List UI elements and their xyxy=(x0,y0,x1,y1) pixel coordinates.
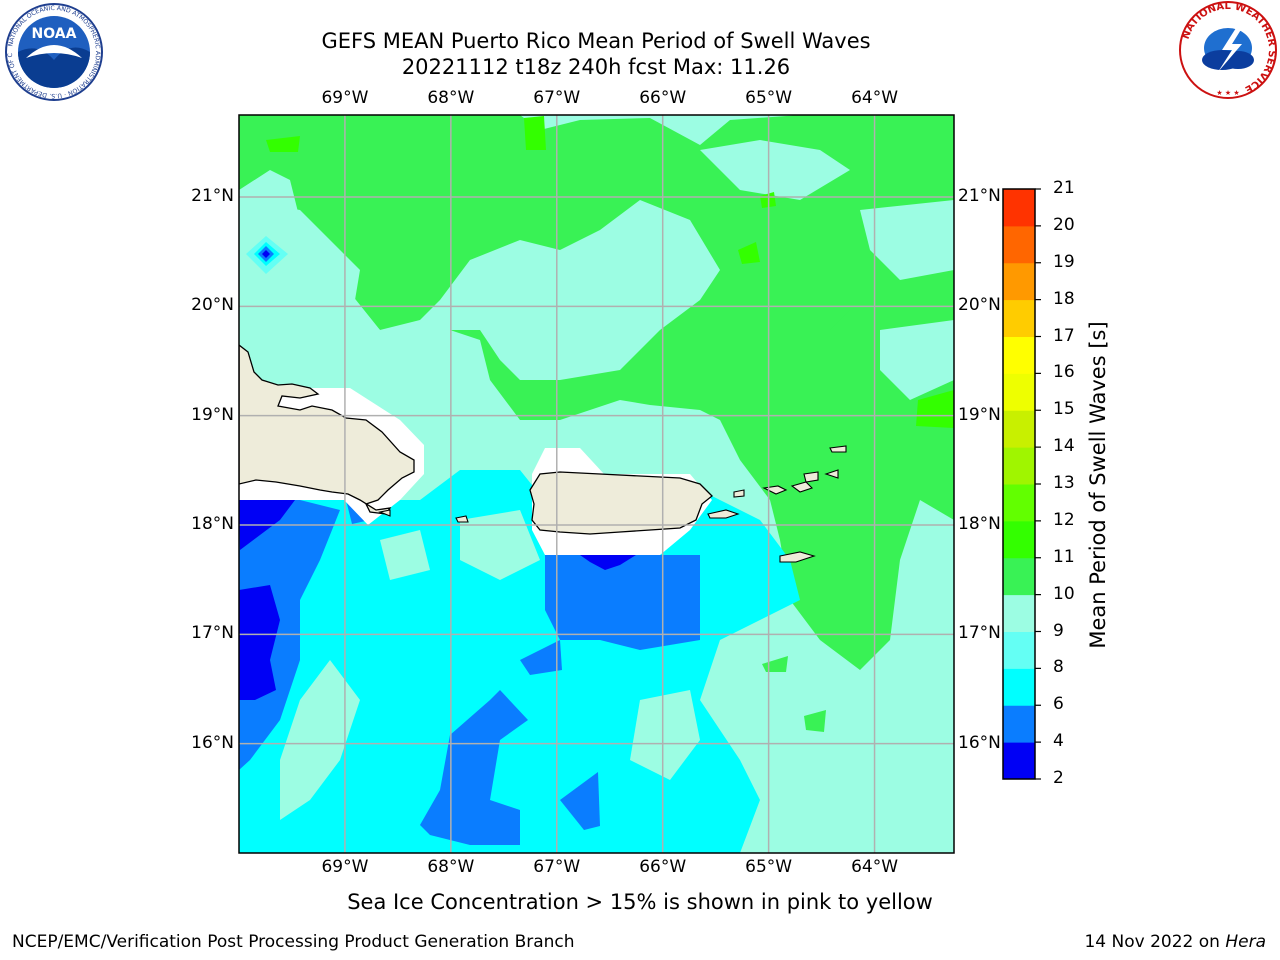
lat-label-right: 20°N xyxy=(958,295,1001,316)
colorbar-label: Mean Period of Swell Waves [s] xyxy=(1086,321,1110,649)
colorbar-tick-label: 12 xyxy=(1053,509,1075,530)
map-subtitle: 20221112 t18z 240h fcst Max: 11.26 xyxy=(401,55,791,79)
lat-label-right: 16°N xyxy=(958,732,1001,753)
colorbar-tick-label: 16 xyxy=(1053,362,1075,383)
lon-label-bottom: 65°W xyxy=(745,857,793,877)
colorbar-tick-label: 2 xyxy=(1053,768,1064,788)
lon-label-top: 66°W xyxy=(639,88,687,108)
colorbar xyxy=(1002,188,1041,780)
map-gridlines xyxy=(239,115,954,853)
colorbar-tick-label: 15 xyxy=(1053,399,1075,420)
colorbar-bin xyxy=(1003,668,1035,706)
colorbar-bin xyxy=(1003,594,1035,632)
colorbar-bin xyxy=(1003,189,1035,227)
lat-label-right: 18°N xyxy=(958,514,1001,534)
colorbar-bin xyxy=(1003,705,1035,743)
swell-field xyxy=(239,115,954,853)
colorbar-tick-label: 4 xyxy=(1053,731,1064,752)
colorbar-bin xyxy=(1003,299,1035,337)
lon-label-bottom: 66°W xyxy=(639,857,687,877)
lon-label-bottom: 64°W xyxy=(851,857,899,877)
footer-machine: Hera xyxy=(1225,932,1266,952)
lat-label-left: 18°N xyxy=(191,514,234,534)
lat-label-right: 17°N xyxy=(958,623,1001,644)
colorbar-tick-label: 11 xyxy=(1053,546,1075,567)
colorbar-tick-label: 20 xyxy=(1053,214,1075,235)
footer-date: 14 Nov 2022 on Hera xyxy=(1084,932,1266,952)
lat-label-right: 21°N xyxy=(958,186,1001,206)
colorbar-tick-label: 19 xyxy=(1053,251,1075,272)
puerto-rico-landmass xyxy=(529,471,713,535)
colorbar-tick-label: 9 xyxy=(1053,620,1064,641)
hispaniola-landmass xyxy=(239,344,415,515)
footer-branch: NCEP/EMC/Verification Post Processing Pr… xyxy=(12,932,575,952)
lon-label-bottom: 67°W xyxy=(533,857,581,877)
colorbar-bin xyxy=(1003,447,1035,485)
lat-label-right: 19°N xyxy=(958,404,1001,425)
colorbar-tick-label: 21 xyxy=(1053,178,1075,198)
colorbar-tick-label: 17 xyxy=(1053,325,1075,346)
lat-label-left: 16°N xyxy=(191,732,234,753)
lat-label-left: 20°N xyxy=(191,295,234,316)
colorbar-tick-label: 10 xyxy=(1053,583,1075,604)
colorbar-bin xyxy=(1003,742,1035,780)
map-border xyxy=(238,114,955,854)
colorbar-bin xyxy=(1003,373,1035,411)
colorbar-bin xyxy=(1003,336,1035,374)
lon-label-top: 64°W xyxy=(851,88,899,108)
colorbar-bin xyxy=(1003,225,1035,264)
lon-label-bottom: 69°W xyxy=(321,857,369,877)
colorbar-tick-label: 6 xyxy=(1053,694,1064,715)
colorbar-bin xyxy=(1003,557,1035,596)
colorbar-bin xyxy=(1003,631,1035,669)
colorbar-tick-label: 18 xyxy=(1053,288,1075,309)
noaa-logo: NATIONAL OCEANIC AND ATMOSPHERIC ADMINIS… xyxy=(1,0,104,102)
lon-label-top: 68°W xyxy=(427,88,475,108)
svg-text:★ ★ ★: ★ ★ ★ xyxy=(1216,89,1239,97)
colorbar-bin xyxy=(1003,520,1035,559)
sea-ice-caption: Sea Ice Concentration > 15% is shown in … xyxy=(347,890,933,914)
map-title: GEFS MEAN Puerto Rico Mean Period of Swe… xyxy=(321,29,871,53)
colorbar-tick-label: 8 xyxy=(1053,657,1064,678)
footer-date-text: 14 Nov 2022 on xyxy=(1084,932,1226,952)
noaa-logo-text: NOAA xyxy=(32,26,77,42)
colorbar-bin xyxy=(1003,262,1035,301)
colorbar-tick-label: 13 xyxy=(1053,473,1075,493)
colorbar-bin xyxy=(1003,484,1035,522)
lat-label-left: 19°N xyxy=(191,404,234,425)
nws-logo: NATIONAL WEATHER SERVICE ★ ★ ★ xyxy=(1178,0,1278,100)
lon-label-top: 65°W xyxy=(745,88,793,108)
lon-label-top: 67°W xyxy=(533,88,581,108)
colorbar-bin xyxy=(1003,410,1035,448)
lon-label-top: 69°W xyxy=(321,88,369,108)
lon-label-bottom: 68°W xyxy=(427,857,475,877)
lat-label-left: 21°N xyxy=(191,186,234,206)
lat-label-left: 17°N xyxy=(191,623,234,644)
colorbar-tick-label: 14 xyxy=(1053,436,1075,457)
